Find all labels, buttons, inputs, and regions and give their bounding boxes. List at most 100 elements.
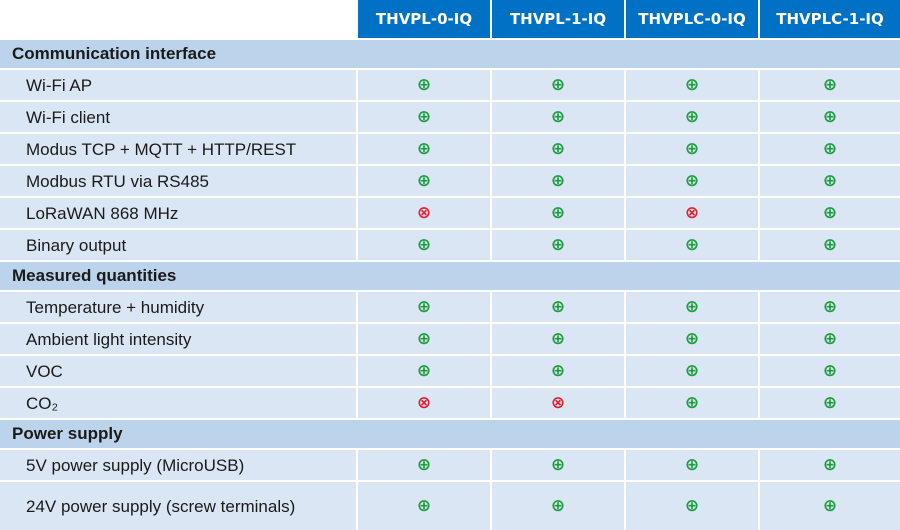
- supported-icon: ⊕: [550, 296, 566, 317]
- column-header: THVPLC-0-IQ: [624, 0, 758, 38]
- supported-icon: ⊕: [822, 392, 838, 413]
- availability-cell: ⊕: [356, 100, 490, 132]
- availability-cell: ⊕: [490, 68, 624, 100]
- availability-cell: ⊗: [356, 386, 490, 418]
- supported-icon: ⊕: [684, 234, 700, 255]
- supported-icon: ⊕: [822, 138, 838, 159]
- feature-label: Modus TCP + MQTT + HTTP/REST: [0, 132, 356, 164]
- column-header: THVPL-0-IQ: [356, 0, 490, 38]
- availability-cell: ⊕: [624, 386, 758, 418]
- section-title: Power supply: [12, 424, 123, 443]
- supported-icon: ⊕: [822, 360, 838, 381]
- availability-cell: ⊕: [758, 354, 900, 386]
- availability-cell: ⊕: [490, 354, 624, 386]
- availability-cell: ⊕: [490, 480, 624, 530]
- availability-cell: ⊕: [624, 132, 758, 164]
- supported-icon: ⊕: [416, 495, 432, 516]
- availability-cell: ⊕: [356, 68, 490, 100]
- supported-icon: ⊕: [822, 328, 838, 349]
- availability-cell: ⊕: [490, 196, 624, 228]
- availability-cell: ⊕: [356, 354, 490, 386]
- not-supported-icon: ⊗: [416, 202, 432, 223]
- availability-cell: ⊕: [758, 100, 900, 132]
- not-supported-icon: ⊗: [550, 392, 566, 413]
- supported-icon: ⊕: [684, 106, 700, 127]
- supported-icon: ⊕: [550, 202, 566, 223]
- column-header: THVPL-1-IQ: [490, 0, 624, 38]
- supported-icon: ⊕: [416, 234, 432, 255]
- availability-cell: ⊕: [758, 164, 900, 196]
- availability-cell: ⊕: [624, 354, 758, 386]
- supported-icon: ⊕: [416, 328, 432, 349]
- section-title: Measured quantities: [12, 266, 177, 285]
- availability-cell: ⊕: [490, 448, 624, 480]
- not-supported-icon: ⊗: [416, 392, 432, 413]
- supported-icon: ⊕: [550, 234, 566, 255]
- not-supported-icon: ⊗: [684, 202, 700, 223]
- availability-cell: ⊕: [356, 164, 490, 196]
- table-row: Wi-Fi AP ⊕ ⊕ ⊕ ⊕: [0, 68, 900, 100]
- column-header: THVPLC-1-IQ: [758, 0, 900, 38]
- availability-cell: ⊕: [356, 448, 490, 480]
- supported-icon: ⊕: [684, 296, 700, 317]
- availability-cell: ⊕: [490, 100, 624, 132]
- availability-cell: ⊕: [624, 290, 758, 322]
- availability-cell: ⊕: [490, 322, 624, 354]
- table-row: CO₂ ⊗ ⊗ ⊕ ⊕: [0, 386, 900, 418]
- availability-cell: ⊕: [490, 132, 624, 164]
- availability-cell: ⊕: [490, 290, 624, 322]
- availability-cell: ⊕: [624, 68, 758, 100]
- table-row: LoRaWAN 868 MHz ⊗ ⊕ ⊗ ⊕: [0, 196, 900, 228]
- section-header: Measured quantities: [0, 260, 900, 290]
- availability-cell: ⊕: [356, 480, 490, 530]
- supported-icon: ⊕: [416, 296, 432, 317]
- table-row: Binary output ⊕ ⊕ ⊕ ⊕: [0, 228, 900, 260]
- supported-icon: ⊕: [550, 106, 566, 127]
- feature-label: CO₂: [0, 386, 356, 418]
- availability-cell: ⊕: [624, 322, 758, 354]
- availability-cell: ⊕: [758, 480, 900, 530]
- availability-cell: ⊕: [490, 164, 624, 196]
- availability-cell: ⊕: [356, 132, 490, 164]
- supported-icon: ⊕: [550, 138, 566, 159]
- supported-icon: ⊕: [822, 170, 838, 191]
- feature-label: Temperature + humidity: [0, 290, 356, 322]
- availability-cell: ⊕: [758, 290, 900, 322]
- supported-icon: ⊕: [684, 360, 700, 381]
- availability-cell: ⊕: [624, 480, 758, 530]
- availability-cell: ⊕: [356, 228, 490, 260]
- availability-cell: ⊕: [490, 228, 624, 260]
- table-row: VOC ⊕ ⊕ ⊕ ⊕: [0, 354, 900, 386]
- section-title: Communication interface: [12, 44, 217, 63]
- availability-cell: ⊕: [624, 100, 758, 132]
- header-row: THVPL-0-IQ THVPL-1-IQ THVPLC-0-IQ THVPLC-1-…: [0, 0, 900, 38]
- availability-cell: ⊕: [758, 448, 900, 480]
- supported-icon: ⊕: [416, 360, 432, 381]
- availability-cell: ⊕: [758, 132, 900, 164]
- feature-label: VOC: [0, 354, 356, 386]
- supported-icon: ⊕: [684, 495, 700, 516]
- supported-icon: ⊕: [822, 495, 838, 516]
- availability-cell: ⊗: [490, 386, 624, 418]
- availability-cell: ⊕: [356, 290, 490, 322]
- supported-icon: ⊕: [822, 74, 838, 95]
- table-row: Modbus RTU via RS485 ⊕ ⊕ ⊕ ⊕: [0, 164, 900, 196]
- supported-icon: ⊕: [684, 328, 700, 349]
- table-row: Wi-Fi client ⊕ ⊕ ⊕ ⊕: [0, 100, 900, 132]
- supported-icon: ⊕: [550, 170, 566, 191]
- supported-icon: ⊕: [550, 74, 566, 95]
- availability-cell: ⊕: [758, 228, 900, 260]
- header-corner: [0, 0, 356, 38]
- supported-icon: ⊕: [684, 74, 700, 95]
- feature-label: Wi-Fi AP: [0, 68, 356, 100]
- supported-icon: ⊕: [684, 392, 700, 413]
- table-row: Modus TCP + MQTT + HTTP/REST ⊕ ⊕ ⊕ ⊕: [0, 132, 900, 164]
- availability-cell: ⊗: [624, 196, 758, 228]
- feature-label: LoRaWAN 868 MHz: [0, 196, 356, 228]
- availability-cell: ⊕: [624, 448, 758, 480]
- supported-icon: ⊕: [822, 454, 838, 475]
- availability-cell: ⊕: [758, 196, 900, 228]
- supported-icon: ⊕: [684, 454, 700, 475]
- availability-cell: ⊕: [758, 386, 900, 418]
- feature-label: 24V power supply (screw terminals): [0, 480, 356, 530]
